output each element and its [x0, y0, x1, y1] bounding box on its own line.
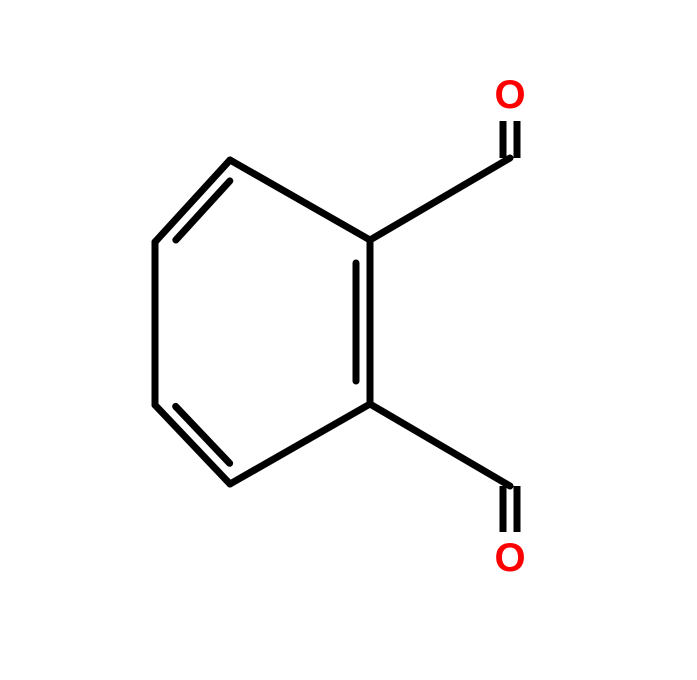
- atom-label-O: O: [494, 536, 525, 580]
- bond-line: [230, 404, 370, 484]
- bond-line: [230, 160, 370, 240]
- bond-line: [370, 404, 510, 486]
- bond-line: [370, 158, 510, 240]
- bond-line: [155, 160, 230, 242]
- molecule-diagram: OO: [0, 0, 697, 680]
- atom-label-O: O: [494, 73, 525, 117]
- bond-line: [155, 405, 230, 484]
